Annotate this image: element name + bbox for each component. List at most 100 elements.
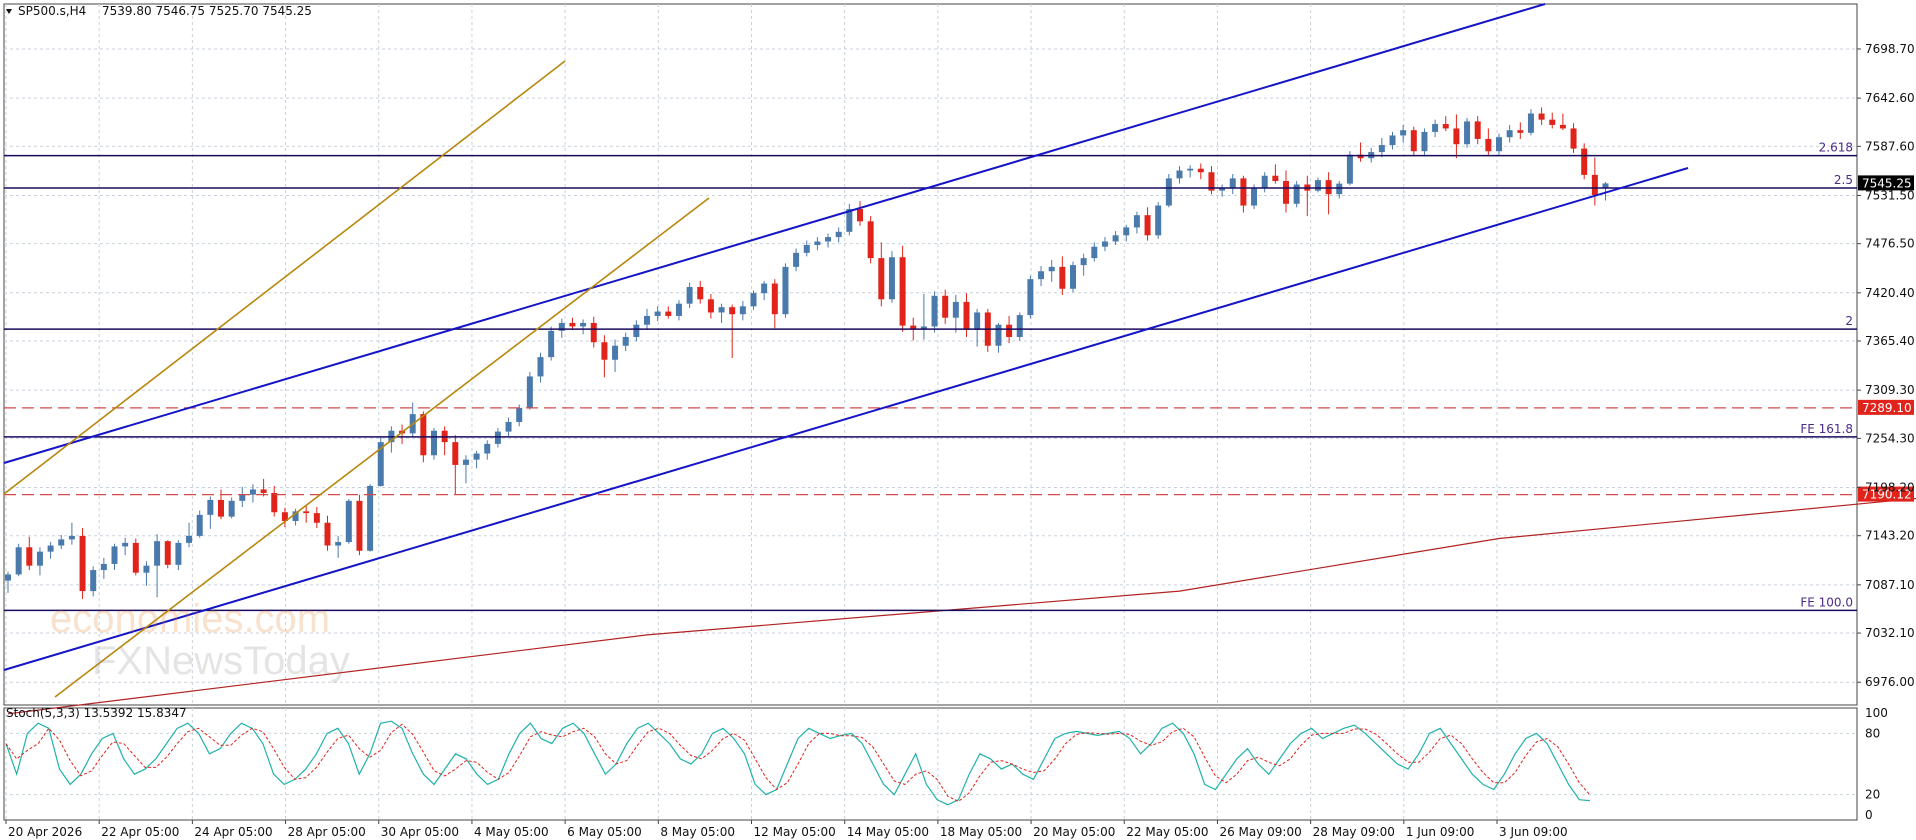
candle-body bbox=[249, 489, 256, 495]
candle-body bbox=[1485, 138, 1492, 152]
candle-body bbox=[825, 237, 832, 242]
candle-body bbox=[122, 542, 129, 547]
candle-body bbox=[952, 301, 959, 318]
ma-line bbox=[7, 497, 1916, 715]
time-tick-label: 14 May 05:00 bbox=[847, 825, 929, 839]
fib-level-label: 2.5 bbox=[1834, 173, 1853, 187]
candle-body bbox=[739, 306, 746, 315]
time-tick-label: 4 May 05:00 bbox=[474, 825, 549, 839]
stoch-main-line bbox=[5, 720, 1591, 806]
candle-body bbox=[771, 283, 778, 315]
stoch-signal-line bbox=[5, 723, 1591, 802]
symbol-dropdown-icon[interactable] bbox=[6, 9, 12, 14]
candle-body bbox=[207, 499, 214, 515]
candle-body bbox=[1389, 135, 1396, 146]
time-tick-label: 20 May 05:00 bbox=[1033, 825, 1115, 839]
candle-body bbox=[601, 342, 608, 360]
candle-body bbox=[888, 257, 895, 300]
candle-body bbox=[750, 293, 757, 307]
candle-body bbox=[814, 241, 821, 245]
candle-body bbox=[899, 257, 906, 326]
time-tick-label: 12 May 05:00 bbox=[754, 825, 836, 839]
candle-body bbox=[644, 315, 650, 325]
candle-body bbox=[697, 287, 704, 300]
candle-body bbox=[1432, 124, 1439, 132]
channel-upper-line bbox=[3, 3, 1546, 464]
candle-body bbox=[1400, 130, 1407, 136]
candle-body bbox=[239, 494, 246, 501]
stoch-tick-label: 80 bbox=[1865, 726, 1880, 740]
fib-level-label: FE 100.0 bbox=[1800, 595, 1853, 609]
candle-body bbox=[1027, 279, 1034, 316]
stoch-tick-label: 20 bbox=[1865, 788, 1880, 802]
candle-body bbox=[431, 430, 437, 456]
stoch-tick-label: 100 bbox=[1865, 706, 1888, 720]
candle-body bbox=[548, 330, 555, 358]
candle-body bbox=[303, 511, 310, 514]
candle-body bbox=[356, 500, 363, 551]
price-tick-label: 7642.60 bbox=[1865, 91, 1915, 105]
candle-body bbox=[1410, 130, 1417, 152]
candle-body bbox=[1091, 246, 1098, 259]
candle-body bbox=[857, 209, 863, 222]
stoch-pane-frame bbox=[3, 707, 1858, 821]
candle-body bbox=[68, 535, 75, 540]
price-tick-label: 7198.20 bbox=[1865, 481, 1915, 495]
candle-body bbox=[1421, 131, 1428, 152]
price-tick-label: 7476.50 bbox=[1865, 237, 1915, 251]
time-tick-label: 18 May 05:00 bbox=[940, 825, 1022, 839]
time-tick-label: 22 Apr 05:00 bbox=[101, 825, 179, 839]
candle-body bbox=[1453, 128, 1460, 145]
time-tick-label: 26 May 09:00 bbox=[1219, 825, 1301, 839]
candle-body bbox=[462, 459, 469, 465]
symbol-label: SP500.s,H4 bbox=[18, 4, 86, 18]
stochastic-oscillator bbox=[5, 720, 1591, 806]
candle-body bbox=[15, 547, 22, 575]
candle-body bbox=[1165, 178, 1172, 206]
candle-body bbox=[1474, 121, 1481, 139]
time-tick-label: 20 Apr 2026 bbox=[8, 825, 82, 839]
candle-body bbox=[292, 511, 299, 521]
candle-body bbox=[1016, 315, 1023, 337]
gridlines bbox=[3, 3, 1858, 821]
candle-body bbox=[281, 512, 288, 521]
candle-body bbox=[494, 431, 501, 444]
candle-body bbox=[1559, 124, 1566, 129]
level-price-box bbox=[1858, 399, 1914, 415]
candle-body bbox=[1038, 271, 1045, 280]
watermark-line1: economies.com bbox=[50, 597, 330, 641]
price-pane-frame bbox=[3, 3, 1858, 706]
candle-body bbox=[175, 542, 182, 565]
candle-body bbox=[1527, 113, 1534, 133]
candle-body bbox=[782, 266, 789, 315]
candle-body bbox=[1059, 266, 1066, 289]
candle-body bbox=[846, 209, 853, 232]
price-tick-label: 7032.10 bbox=[1865, 626, 1915, 640]
channel-lower-line bbox=[3, 167, 1689, 671]
last-price-label: 7545.25 bbox=[1862, 176, 1912, 190]
candle-body bbox=[580, 322, 587, 327]
candle-body bbox=[1506, 130, 1513, 138]
candle-body bbox=[164, 541, 171, 565]
price-tick-label: 7365.40 bbox=[1865, 334, 1915, 348]
candle-body bbox=[1187, 168, 1194, 171]
candle-body bbox=[569, 322, 576, 327]
candle-body bbox=[910, 325, 917, 330]
candle-body bbox=[324, 522, 331, 546]
candle-body bbox=[516, 407, 523, 422]
stoch-label: Stoch(5,3,3) 13.5392 15.8347 bbox=[6, 706, 187, 720]
candle-body bbox=[271, 492, 278, 513]
candle-body bbox=[1283, 181, 1289, 204]
price-tick-label: 7698.70 bbox=[1865, 42, 1915, 56]
candle-body bbox=[218, 499, 224, 517]
candle-body bbox=[1155, 205, 1162, 236]
candle-body bbox=[345, 500, 352, 543]
candle-body bbox=[484, 443, 491, 454]
time-tick-label: 1 Jun 09:00 bbox=[1406, 825, 1475, 839]
candle-body bbox=[558, 322, 565, 331]
price-tick-label: 7587.60 bbox=[1865, 139, 1915, 153]
candle-body bbox=[505, 421, 512, 432]
time-tick-label: 28 May 09:00 bbox=[1313, 825, 1395, 839]
